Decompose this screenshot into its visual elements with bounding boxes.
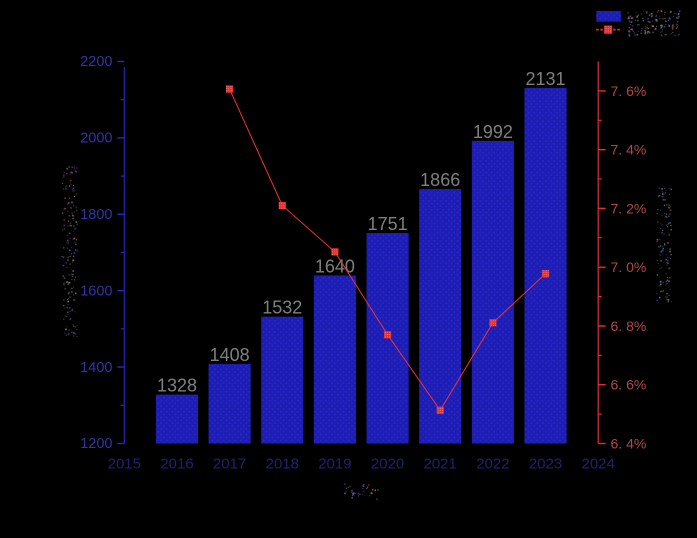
svg-text:1532: 1532 xyxy=(262,298,302,318)
svg-text:1328: 1328 xyxy=(157,376,197,396)
svg-text:2017: 2017 xyxy=(213,456,246,473)
svg-text:7. 6%: 7. 6% xyxy=(611,83,647,99)
svg-text:6. 6%: 6. 6% xyxy=(611,377,647,393)
svg-text:2018: 2018 xyxy=(266,456,299,473)
svg-text:1408: 1408 xyxy=(210,345,250,365)
svg-text:1400: 1400 xyxy=(80,360,112,376)
svg-text:2015: 2015 xyxy=(108,456,141,473)
svg-text:1800: 1800 xyxy=(80,207,112,223)
svg-text:2023: 2023 xyxy=(529,456,562,473)
svg-text:2000: 2000 xyxy=(80,131,112,147)
svg-text:1640: 1640 xyxy=(315,256,355,276)
svg-text:6. 8%: 6. 8% xyxy=(611,318,647,334)
svg-text:1200: 1200 xyxy=(80,436,112,452)
svg-text:2200: 2200 xyxy=(80,54,112,70)
svg-text:2131: 2131 xyxy=(525,69,565,89)
svg-text:2021: 2021 xyxy=(424,456,457,473)
svg-text:2019: 2019 xyxy=(318,456,351,473)
svg-text:1866: 1866 xyxy=(420,170,460,190)
svg-text:1600: 1600 xyxy=(80,283,112,299)
svg-text:1992: 1992 xyxy=(473,122,513,142)
svg-text:2022: 2022 xyxy=(476,456,509,473)
svg-text:2020: 2020 xyxy=(371,456,404,473)
svg-text:7. 0%: 7. 0% xyxy=(611,259,647,275)
svg-text:6. 4%: 6. 4% xyxy=(611,435,647,451)
svg-text:7. 4%: 7. 4% xyxy=(611,142,647,158)
svg-text:2024: 2024 xyxy=(582,456,615,473)
svg-text:2016: 2016 xyxy=(160,456,193,473)
svg-text:7. 2%: 7. 2% xyxy=(611,200,647,216)
svg-text:1751: 1751 xyxy=(368,214,408,234)
